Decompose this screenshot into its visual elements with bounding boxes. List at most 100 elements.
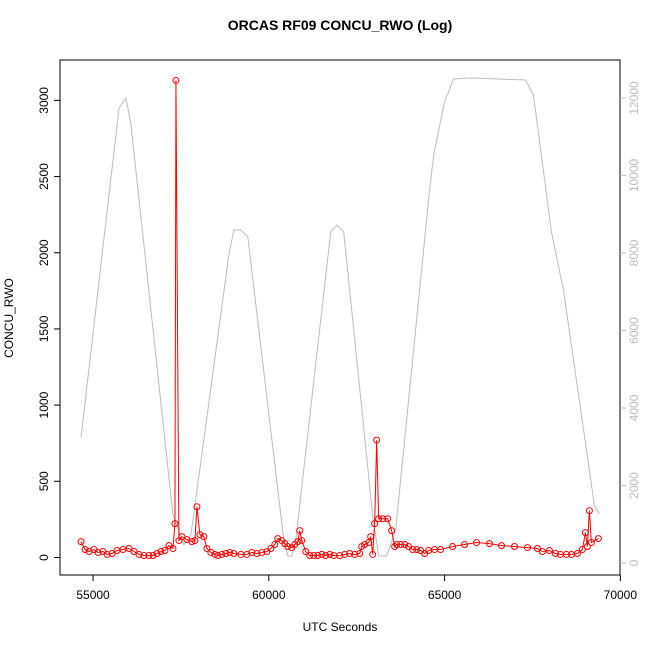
point [562, 550, 570, 558]
x-tick-label: 60000 [252, 588, 286, 602]
y2-tick-label: 6000 [627, 317, 641, 344]
point [135, 550, 143, 558]
point [391, 543, 399, 551]
point [200, 533, 208, 541]
point [393, 541, 401, 549]
y-tick-label: 1000 [37, 391, 51, 418]
point [274, 535, 282, 543]
point [371, 520, 379, 528]
point [583, 543, 591, 551]
point [551, 550, 559, 558]
y2-tick-label: 2000 [627, 472, 641, 499]
point [77, 538, 85, 546]
point [191, 537, 199, 545]
point [296, 527, 304, 535]
point [594, 535, 602, 543]
point [322, 551, 330, 559]
chart-title: ORCAS RF09 CONCU_RWO (Log) [228, 17, 453, 33]
point [511, 543, 519, 551]
point [523, 544, 531, 552]
y-tick-label: 0 [37, 554, 51, 561]
point [226, 548, 234, 556]
x-tick-label: 55000 [76, 588, 110, 602]
y-tick-label: 2500 [37, 163, 51, 190]
point [130, 548, 138, 556]
point [379, 515, 387, 523]
point [346, 550, 354, 558]
point [306, 551, 314, 559]
point [145, 551, 153, 559]
point [188, 538, 196, 546]
point [369, 550, 377, 558]
point [207, 548, 215, 556]
x-axis-label: UTC Seconds [303, 620, 378, 634]
point [533, 544, 541, 552]
point [258, 548, 266, 556]
point [211, 550, 219, 558]
point [222, 550, 230, 558]
point [153, 550, 161, 558]
y2-tick-label: 0 [627, 559, 641, 566]
y-tick-label: 2000 [37, 239, 51, 266]
point [310, 551, 318, 559]
point [302, 548, 310, 556]
point [218, 550, 226, 558]
y-tick-label: 3000 [37, 87, 51, 114]
x-tick-label: 70000 [604, 588, 638, 602]
point [140, 551, 148, 559]
y2-tick-label: 10000 [627, 158, 641, 192]
point [351, 550, 359, 558]
point [172, 76, 180, 84]
point [298, 537, 306, 545]
point [409, 546, 417, 554]
point [248, 548, 256, 556]
point [356, 550, 364, 558]
point [545, 546, 553, 554]
series-line [80, 77, 600, 557]
point [397, 541, 405, 549]
point [271, 541, 279, 549]
point [361, 541, 369, 549]
point [336, 551, 344, 559]
point [365, 539, 373, 547]
point [587, 539, 595, 547]
y2-tick-label: 4000 [627, 394, 641, 421]
point [573, 550, 581, 558]
point [341, 550, 349, 558]
point [214, 551, 222, 559]
point [461, 541, 469, 549]
point [367, 533, 375, 541]
point [497, 542, 505, 550]
point [473, 539, 481, 547]
point [437, 546, 445, 554]
point [171, 520, 179, 528]
point [169, 544, 177, 552]
point [161, 546, 169, 554]
point [375, 515, 383, 523]
plot-frame [59, 59, 621, 576]
point [384, 515, 392, 523]
point [486, 540, 494, 548]
point [401, 541, 409, 549]
point [413, 546, 421, 554]
series-line [80, 80, 599, 557]
point [103, 550, 111, 558]
point [538, 548, 546, 556]
point [373, 436, 381, 444]
point [178, 533, 186, 541]
point [318, 550, 326, 558]
point [125, 544, 133, 552]
y-tick-label: 500 [37, 471, 51, 491]
point [157, 548, 165, 556]
point [267, 544, 275, 552]
y-tick-label: 1500 [37, 315, 51, 342]
y2-tick-label: 12000 [627, 81, 641, 115]
point [149, 551, 157, 559]
point [108, 550, 116, 558]
point [578, 546, 586, 554]
point [326, 550, 334, 558]
point [581, 529, 589, 537]
y2-tick-label: 8000 [627, 239, 641, 266]
point [585, 507, 593, 515]
